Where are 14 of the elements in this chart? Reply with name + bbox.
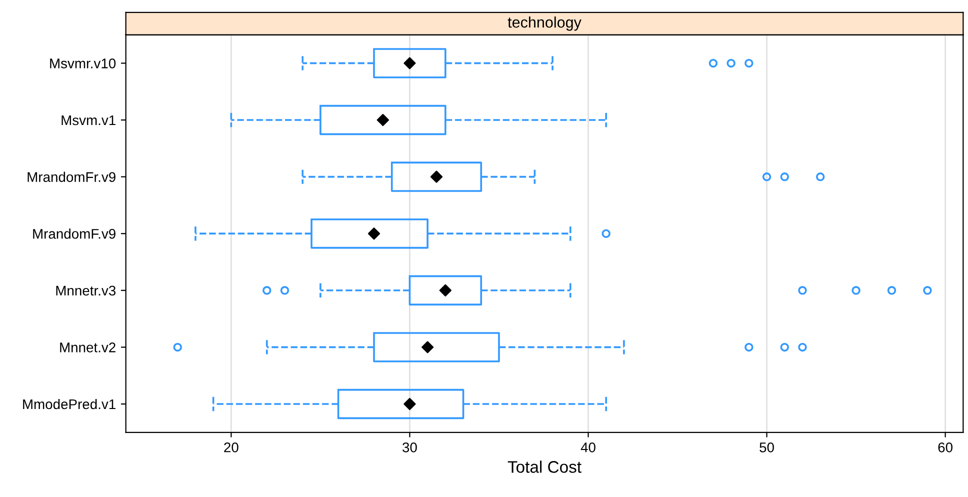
x-tick-label: 60 — [938, 442, 952, 452]
y-tick-label: Msvm.v1 — [62, 115, 116, 126]
x-tick-label: 50 — [760, 442, 774, 452]
x-tick-label: 40 — [580, 442, 596, 452]
x-axis-title: Total Cost — [508, 460, 582, 473]
chart-title: technology — [508, 16, 582, 31]
y-tick-label: Mnnet.v2 — [60, 342, 116, 352]
y-tick-label: MrandomFr.v9 — [28, 172, 116, 182]
y-tick-label: Mnnetr.v3 — [56, 286, 116, 296]
x-tick-label: 20 — [224, 442, 238, 452]
y-tick-label: Msvmr.v10 — [50, 58, 116, 68]
y-tick-label: MmodePred.v1 — [23, 398, 116, 410]
y-tick-label: MrandomF.v9 — [33, 228, 116, 239]
x-tick-label: 30 — [402, 442, 417, 452]
